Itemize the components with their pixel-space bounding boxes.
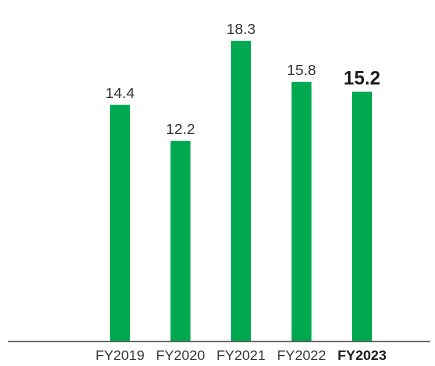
value-label-fy2020: 12.2 (166, 121, 195, 138)
bar-fy2023 (352, 91, 372, 341)
x-tick-label-fy2019: FY2019 (95, 347, 144, 363)
x-tick-label-fy2020: FY2020 (156, 347, 205, 363)
x-tick-label-fy2023: FY2023 (337, 347, 386, 363)
bar-fy2020 (170, 140, 191, 341)
value-labels-group: 14.4 12.2 18.3 15.8 15.2 (105, 21, 380, 138)
bar-fy2022 (291, 81, 312, 341)
bars-group (110, 40, 372, 341)
bar-fy2019 (110, 104, 130, 341)
x-tick-label-fy2021: FY2021 (216, 347, 265, 363)
value-label-fy2023: 15.2 (344, 69, 381, 90)
tick-labels-group: FY2019 FY2020 FY2021 FY2022 FY2023 (95, 347, 386, 363)
value-label-fy2021: 18.3 (226, 21, 255, 38)
value-label-fy2019: 14.4 (105, 85, 134, 102)
x-tick-label-fy2022: FY2022 (277, 347, 326, 363)
bar-fy2021 (231, 40, 251, 341)
value-label-fy2022: 15.8 (287, 62, 316, 79)
